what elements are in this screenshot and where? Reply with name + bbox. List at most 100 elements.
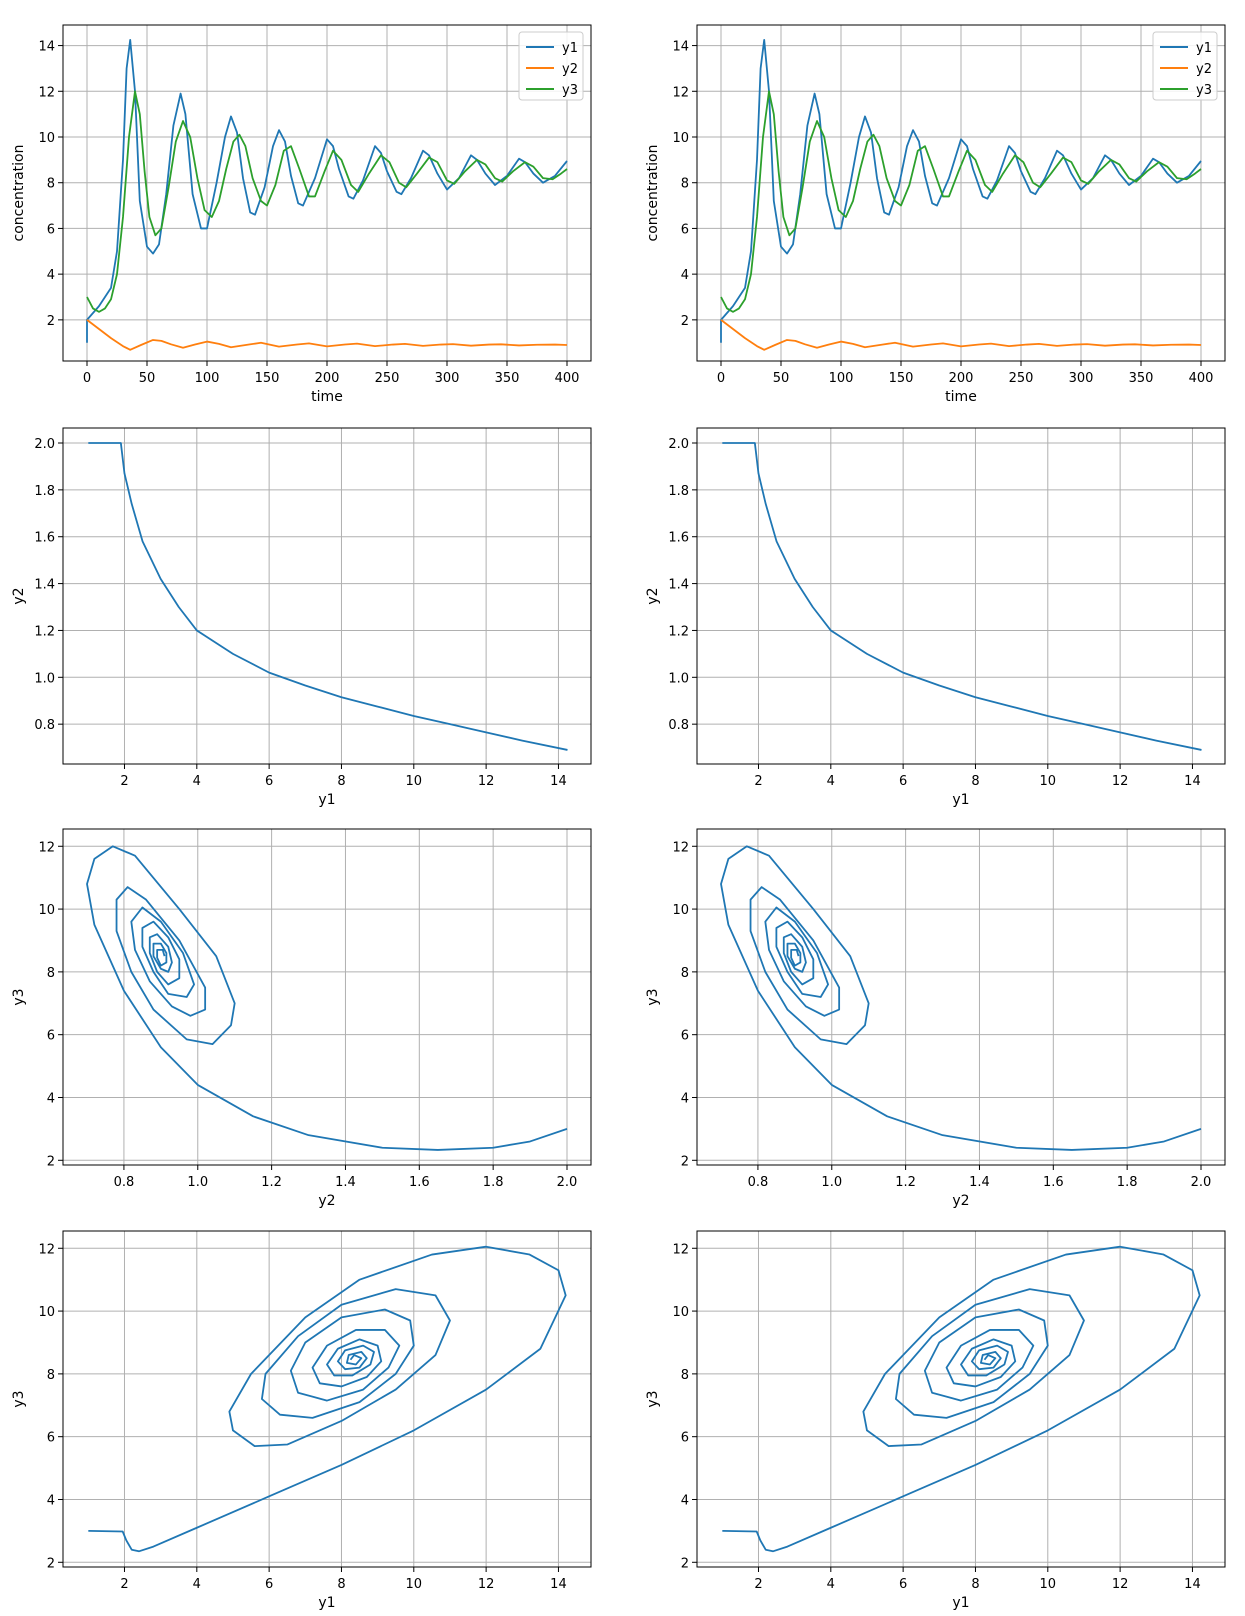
y-tick-label: 4 [681, 268, 689, 283]
x-axis-label: y1 [318, 792, 335, 808]
x-tick-label: 300 [435, 371, 460, 386]
y-tick-label: 1.6 [34, 531, 55, 546]
x-tick-label: 4 [827, 774, 835, 789]
x-tick-label: 10 [1040, 1577, 1057, 1592]
x-tick-label: 150 [255, 371, 280, 386]
x-tick-label: 14 [550, 1577, 567, 1592]
x-tick-label: 50 [139, 371, 156, 386]
subplot-r1-c1: 0 50 100 150 200 250 300 350 400 2 4 6 8 10 12 14 time co… [11, 24, 592, 405]
x-tick-label: 2.0 [1191, 1175, 1212, 1190]
x-tick-label: 400 [555, 371, 580, 386]
y-axis-label: y3 [645, 988, 661, 1005]
y-tick-label: 1.2 [34, 624, 55, 639]
y-tick-label: 8 [47, 1368, 55, 1383]
x-tick-label: 4 [193, 1577, 201, 1592]
x-tick-label: 50 [773, 371, 790, 386]
y-tick-label: 14 [38, 40, 55, 55]
x-tick-label: 2 [754, 774, 762, 789]
y-tick-label: 10 [672, 131, 689, 146]
legend-label-y1: y1 [1196, 41, 1212, 56]
subplot-r3-c2: 0.8 1.0 1.2 1.4 1.6 1.8 2.0 2 4 6 8 10 12 y2 y3 [645, 828, 1226, 1209]
axes-frame [696, 1230, 1226, 1568]
y-axis-label: y2 [11, 587, 27, 604]
x-tick-label: 14 [550, 774, 567, 789]
x-tick-label: 6 [899, 1577, 907, 1592]
y-tick-label: 8 [681, 966, 689, 981]
subplot-r1-c2: 0 50 100 150 200 250 300 350 400 2 4 6 8 10 12 14 time co… [645, 24, 1226, 405]
legend-label-y3: y3 [1196, 83, 1212, 98]
x-tick-label: 10 [406, 1577, 423, 1592]
y-tick-label: 1.2 [668, 624, 689, 639]
series-line-trajectory [722, 442, 1202, 751]
y-tick-label: 0.8 [668, 718, 689, 733]
y-axis-label: concentration [645, 145, 661, 242]
series-line-y3 [720, 90, 1202, 313]
legend: y1 y2 y3 [518, 31, 584, 101]
axes-frame [696, 828, 1226, 1166]
y-tick-label: 2 [681, 1556, 689, 1571]
x-axis-label: y1 [318, 1595, 335, 1611]
y-tick-label: 2 [47, 1154, 55, 1169]
series-line-y3 [86, 90, 568, 313]
y-tick-label: 4 [681, 1493, 689, 1508]
x-tick-label: 10 [406, 774, 423, 789]
x-axis-label: time [311, 389, 343, 405]
series-line-trajectory [86, 845, 568, 1151]
x-tick-label: 150 [889, 371, 914, 386]
x-axis-label: time [945, 389, 977, 405]
x-tick-label: 2 [120, 774, 128, 789]
y-tick-label: 4 [47, 268, 55, 283]
x-tick-label: 100 [829, 371, 854, 386]
x-tick-label: 1.4 [335, 1175, 356, 1190]
subplot-r2-c2: 2 4 6 8 10 12 14 0.8 1.0 1.2 1.4 1.6 1.8 2.0 y1 y2 [645, 427, 1226, 808]
x-tick-label: 14 [1184, 774, 1201, 789]
axes-frame [62, 828, 592, 1166]
y-tick-label: 2 [47, 1556, 55, 1571]
series-line-y2 [86, 319, 568, 351]
x-axis-label: y1 [952, 1595, 969, 1611]
y-tick-label: 12 [38, 85, 55, 100]
series-line-y1 [720, 38, 1202, 343]
y-tick-label: 6 [681, 1029, 689, 1044]
y-tick-label: 1.8 [668, 484, 689, 499]
x-tick-label: 1.0 [821, 1175, 842, 1190]
y-tick-label: 2.0 [668, 437, 689, 452]
x-tick-label: 0.8 [748, 1175, 769, 1190]
x-tick-label: 200 [315, 371, 340, 386]
y-axis-label: y3 [645, 1390, 661, 1407]
x-tick-label: 12 [1112, 1577, 1129, 1592]
x-tick-label: 4 [827, 1577, 835, 1592]
axes-frame [696, 427, 1226, 765]
y-axis-label: concentration [11, 145, 27, 242]
x-tick-label: 8 [337, 1577, 345, 1592]
y-tick-label: 1.4 [668, 578, 689, 593]
x-tick-label: 1.2 [895, 1175, 916, 1190]
legend-label-y3: y3 [562, 83, 578, 98]
x-tick-label: 14 [1184, 1577, 1201, 1592]
series-line-trajectory [88, 1245, 567, 1553]
x-tick-label: 6 [265, 1577, 273, 1592]
y-axis-label: y3 [11, 988, 27, 1005]
y-tick-label: 6 [681, 222, 689, 237]
legend-box [1152, 31, 1218, 101]
x-tick-label: 8 [337, 774, 345, 789]
y-tick-label: 2 [681, 314, 689, 329]
x-tick-label: 1.0 [187, 1175, 208, 1190]
y-tick-label: 12 [672, 840, 689, 855]
y-tick-label: 10 [672, 903, 689, 918]
x-tick-label: 250 [1009, 371, 1034, 386]
y-tick-label: 1.6 [668, 531, 689, 546]
y-tick-label: 12 [672, 1242, 689, 1257]
series-line-trajectory [722, 1245, 1201, 1553]
legend-label-y2: y2 [1196, 62, 1212, 77]
x-tick-label: 2.0 [557, 1175, 578, 1190]
legend-box [518, 31, 584, 101]
y-tick-label: 8 [47, 177, 55, 192]
x-tick-label: 200 [949, 371, 974, 386]
y-tick-label: 10 [38, 131, 55, 146]
y-tick-label: 1.0 [34, 671, 55, 686]
x-tick-label: 1.8 [1117, 1175, 1138, 1190]
y-tick-label: 8 [47, 966, 55, 981]
legend: y1 y2 y3 [1152, 31, 1218, 101]
subplot-r4-c1: 2 4 6 8 10 12 14 2 4 6 8 10 12 y1 y3 [11, 1230, 592, 1611]
